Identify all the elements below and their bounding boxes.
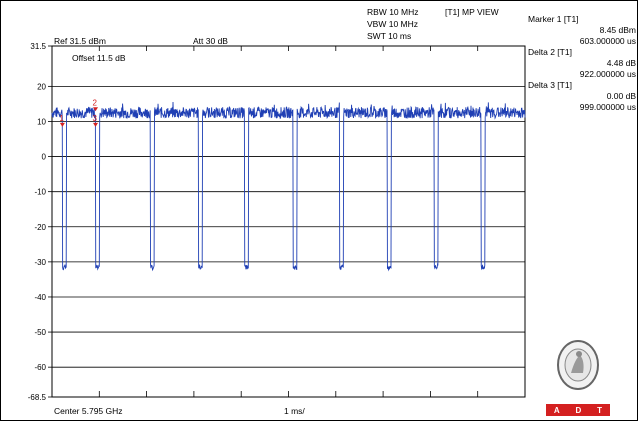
y-tick-labels: 31.5 20 10 0 -10 -20 -30 -40 -50 -60 -68.5 — [28, 42, 47, 402]
marker-points: 1 2 3 — [59, 98, 99, 127]
y-tick-label: -60 — [34, 363, 46, 372]
delta2-name: Delta 2 [T1] — [528, 47, 572, 57]
vbw-label: VBW 10 MHz — [367, 19, 419, 29]
rbw-label: RBW 10 MHz — [367, 7, 419, 17]
y-tick-label: 0 — [42, 153, 47, 162]
delta2-time: 922.000000 us — [579, 69, 636, 79]
trace-view-label: [T1] MP VIEW — [445, 7, 499, 17]
attenuation-label: Att 30 dB — [193, 36, 228, 46]
delta3-value: 0.00 dB — [606, 91, 636, 101]
grid-layer — [48, 45, 526, 398]
adt-letter-d: D — [575, 405, 582, 415]
x-tick-marks — [51, 46, 526, 397]
adt-letter-a: A — [553, 405, 560, 415]
y-tick-label: 31.5 — [30, 42, 46, 51]
adt-letter-t: T — [597, 405, 603, 415]
delta2-value: 4.48 dB — [606, 58, 636, 68]
plot-border — [51, 45, 526, 398]
delta3-time: 999.000000 us — [579, 102, 636, 112]
trace-line — [51, 102, 526, 272]
marker1-value: 8.45 dBm — [599, 25, 636, 35]
swt-label: SWT 10 ms — [367, 31, 412, 41]
offset-label: Offset 11.5 dB — [72, 53, 126, 63]
marker1-time: 603.000000 us — [579, 36, 636, 46]
adt-logo: A D T — [546, 404, 610, 416]
ref-level-label: Ref 31.5 dBm — [54, 36, 106, 46]
y-tick-label: -20 — [34, 223, 46, 232]
y-tick-label: -40 — [34, 293, 46, 302]
y-tick-label: -68.5 — [28, 393, 47, 402]
span-per-division-label: 1 ms/ — [284, 406, 305, 416]
marker-symbol-3 — [93, 122, 99, 127]
center-frequency-label: Center 5.795 GHz — [54, 406, 123, 416]
marker-symbol-1 — [59, 122, 65, 127]
marker-label-3: 3 — [93, 114, 98, 123]
bureau-veritas-seal-logo — [557, 340, 599, 390]
delta3-name: Delta 3 [T1] — [528, 80, 572, 90]
y-tick-label: 20 — [37, 82, 46, 91]
marker-label-1: 1 — [59, 114, 64, 123]
marker1-name: Marker 1 [T1] — [528, 14, 579, 24]
y-tick-label: -10 — [34, 188, 46, 197]
marker-symbol-2 — [93, 107, 99, 112]
y-tick-label: -30 — [34, 258, 46, 267]
y-tick-label: -50 — [34, 328, 46, 337]
y-tick-label: 10 — [37, 117, 46, 126]
marker-label-2: 2 — [93, 98, 98, 107]
